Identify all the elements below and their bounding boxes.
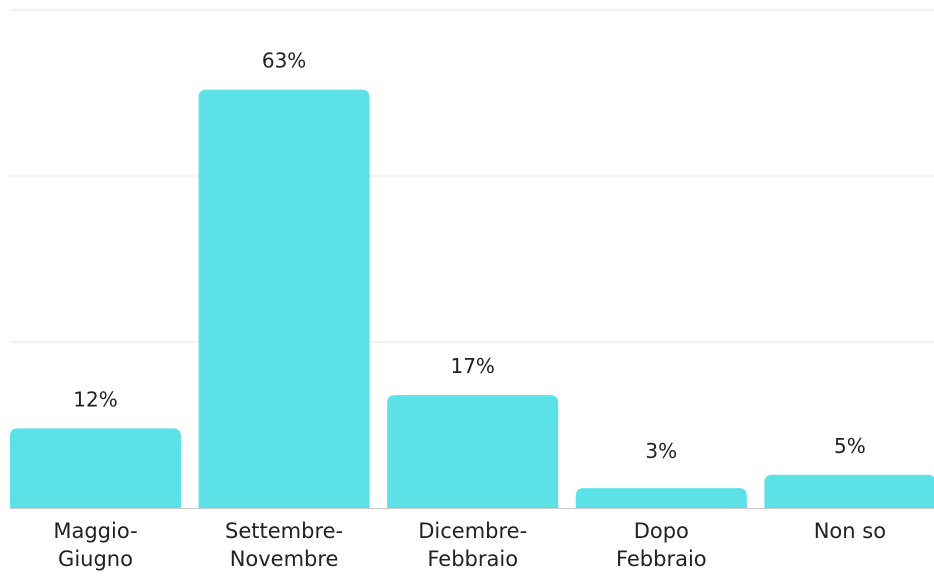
data-label: 63% [262, 49, 306, 73]
x-tick-label: Settembre- Novembre [225, 519, 343, 571]
data-labels: 12% 63% 17% 3% 5% [73, 49, 865, 463]
data-label: 5% [834, 434, 866, 458]
x-tick-label: Maggio- Giugno [53, 519, 137, 571]
data-label: 12% [73, 387, 117, 411]
x-tick-labels: Maggio- Giugno Settembre- Novembre Dicembre-… [53, 519, 886, 571]
x-tick-label: Dopo Febbraio [616, 519, 707, 571]
x-tick-label: Dicembre- Febbraio [418, 519, 527, 571]
data-label: 17% [450, 354, 494, 378]
bars [10, 89, 934, 509]
bar [10, 428, 181, 508]
bar [575, 488, 747, 508]
bar [764, 474, 934, 508]
x-tick-label-line: Febbraio [427, 547, 518, 571]
x-tick-label: Non so [814, 519, 886, 543]
bar [387, 395, 559, 508]
x-tick-label-line: Novembre [230, 547, 339, 571]
x-tick-label-line: Maggio- [53, 519, 137, 543]
x-tick-label-line: Non so [814, 519, 886, 543]
x-tick-label-line: Dicembre- [418, 519, 527, 543]
x-tick-label-line: Dopo [634, 519, 689, 543]
x-tick-label-line: Febbraio [616, 547, 707, 571]
bar [198, 89, 370, 509]
x-tick-label-line: Giugno [58, 547, 133, 571]
x-tick-label-line: Settembre- [225, 519, 343, 543]
data-label: 3% [645, 439, 677, 463]
gridlines [10, 9, 934, 343]
